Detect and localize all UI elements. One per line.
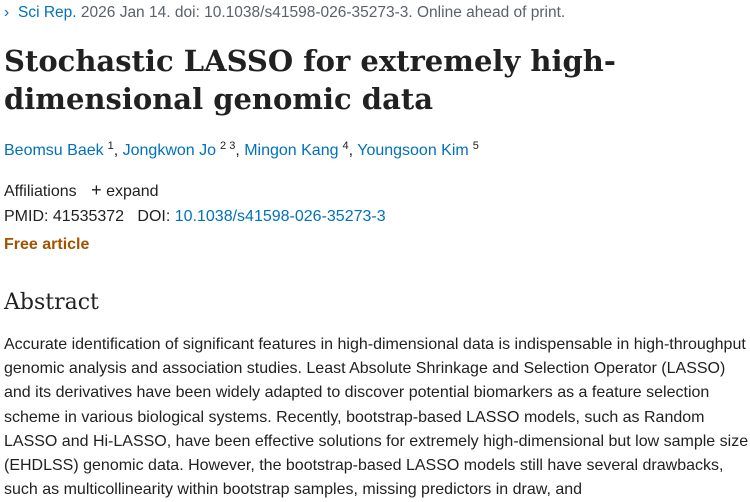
free-article-badge: Free article <box>4 236 90 253</box>
author-list: Beomsu Baek 1, Jongkwon Jo 2 3, Mingon Kan… <box>4 140 479 160</box>
author-affiliation-ref[interactable]: 5 <box>472 140 479 152</box>
author-affiliation-ref[interactable]: 4 <box>342 140 349 152</box>
author-link[interactable]: Mingon Kang <box>244 142 339 159</box>
affiliations-label: Affiliations <box>4 183 77 200</box>
author-affiliation-ref[interactable]: 2 3 <box>220 140 236 152</box>
doi-link[interactable]: 10.1038/s41598-026-35273-3 <box>174 208 386 225</box>
abstract-heading: Abstract <box>4 290 99 315</box>
abstract-text: Accurate identification of significant f… <box>4 336 749 499</box>
author-link[interactable]: Youngsoon Kim <box>357 142 469 159</box>
citation-details: 2026 Jan 14. doi: 10.1038/s41598-026-352… <box>76 4 566 21</box>
journal-link[interactable]: Sci Rep. <box>18 4 77 21</box>
plus-icon[interactable]: + <box>91 180 102 200</box>
doi-label: DOI: <box>137 208 175 225</box>
identifiers-row: PMID: 41535372 DOI: 10.1038/s41598-026-3… <box>4 208 386 226</box>
article-title: Stochastic LASSO for extremely high-dime… <box>4 44 616 116</box>
author-separator: , <box>235 142 245 159</box>
author-link[interactable]: Beomsu Baek <box>4 142 104 159</box>
expand-button[interactable]: expand <box>106 183 159 200</box>
author-separator: , <box>113 142 123 159</box>
affiliations-row: Affiliations + expand <box>4 180 159 201</box>
pmid-label: PMID: <box>4 208 53 225</box>
author-separator: , <box>348 142 358 159</box>
author-link[interactable]: Jongkwon Jo <box>122 142 217 159</box>
author-affiliation-ref[interactable]: 1 <box>107 140 114 152</box>
pmid-value: 41535372 <box>52 208 125 225</box>
citation-line: › Sci Rep. 2026 Jan 14. doi: 10.1038/s415… <box>4 4 565 22</box>
chevron-right-icon[interactable]: › <box>4 4 10 21</box>
